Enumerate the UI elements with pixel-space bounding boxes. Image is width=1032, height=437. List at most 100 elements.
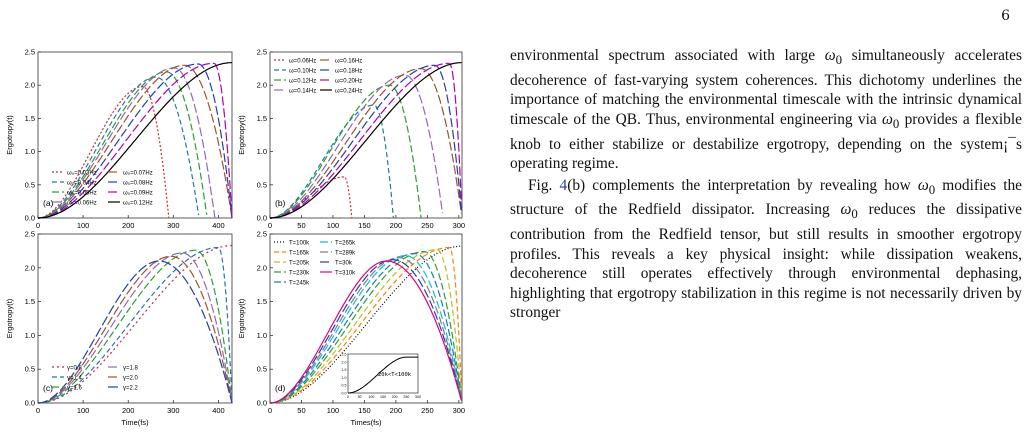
y-tick-label: 2.0 (257, 81, 267, 90)
legend-entry: ω₀=0.03Hz (67, 171, 97, 177)
x-axis-label: Times(fs) (351, 418, 382, 427)
y-tick-label: 2.5 (257, 230, 267, 239)
x-tick-label: 300 (453, 221, 466, 230)
inset-y-tick-label: 0.0 (342, 392, 347, 396)
legend-entry: T=230k (289, 271, 310, 277)
legend-entry: ω₀=0.07Hz (123, 171, 153, 177)
paragraph-1: environmental spectrum associated with l… (510, 46, 1022, 174)
legend-entry: γ=1.8 (123, 366, 139, 372)
legend-entry: ω₀=0.04Hz (67, 181, 97, 187)
series-line-2 (270, 249, 462, 404)
y-tick-label: 1.0 (257, 331, 267, 340)
inset-y-tick-label: 2.0 (342, 360, 347, 364)
legend-entry: T=165k (289, 251, 310, 257)
series-line-3 (270, 74, 444, 219)
legend-entry: ω=0.24Hz (335, 89, 362, 95)
y-tick-label: 0.5 (25, 365, 35, 374)
series-line-5 (38, 63, 233, 219)
x-tick-label: 200 (390, 221, 403, 230)
x-tick-label: 150 (358, 221, 371, 230)
legend-entry: ω=0.10Hz (289, 69, 316, 75)
legend-entry: T=30k (335, 261, 353, 267)
p1-sub-1: 0 (835, 53, 842, 68)
x-tick-label: 400 (212, 406, 225, 415)
series-line-1 (270, 104, 394, 219)
inset-x-tick-label: 50 (358, 395, 362, 399)
legend-entry: γ=2.0 (123, 376, 139, 382)
series-line-4 (38, 64, 233, 219)
panel-label: (d) (275, 383, 286, 393)
inset-y-tick-label: 0.5 (342, 384, 347, 388)
legend-entry: ω₀=0.05Hz (67, 191, 97, 197)
inset-x-tick-label: 200 (392, 395, 398, 399)
x-tick-label: 400 (212, 221, 225, 230)
y-tick-label: 0.0 (257, 399, 267, 408)
y-tick-label: 0.5 (257, 365, 267, 374)
inset-label: 20k<T<100k (378, 372, 412, 378)
series-line-3 (38, 252, 233, 404)
y-tick-label: 2.0 (25, 263, 35, 272)
y-tick-label: 1.5 (25, 297, 35, 306)
p2-omega-1: ω (917, 176, 929, 194)
legend-entry: ω=0.20Hz (335, 79, 362, 85)
inset-x-tick-label: 250 (403, 395, 409, 399)
legend-entry: T=289k (335, 251, 356, 257)
y-tick-label: 0.5 (25, 180, 35, 189)
series-line-4 (38, 255, 233, 404)
p1-text-a: environmental spectrum associated with l… (510, 47, 825, 64)
legend-entry: ω=0.12Hz (289, 79, 316, 85)
p2-text-d: reduces the dissipative contribution fro… (510, 201, 1022, 322)
series-line-2 (270, 84, 422, 219)
plot-frame (269, 51, 463, 219)
x-tick-label: 0 (268, 221, 272, 230)
p1-text-c: provides a flexible knob to either stabi… (510, 110, 1022, 173)
panel-label: (b) (275, 198, 286, 208)
y-tick-label: 2.5 (25, 48, 35, 57)
legend-entry: ω₀=0.08Hz (123, 181, 153, 187)
y-axis-label: Ergotropy(t) (5, 298, 14, 338)
inset-x-tick-label: 300 (415, 395, 421, 399)
x-tick-label: 300 (167, 406, 180, 415)
series-line-1 (270, 246, 462, 404)
inset-y-tick-label: 1.0 (342, 376, 347, 380)
x-tick-label: 0 (268, 406, 272, 415)
body-text: environmental spectrum associated with l… (510, 46, 1022, 323)
x-tick-label: 250 (421, 221, 434, 230)
x-tick-label: 100 (77, 406, 90, 415)
series-line-3 (270, 251, 462, 404)
legend-entry: T=100k (289, 241, 310, 247)
legend-entry: ω=0.16Hz (335, 59, 362, 65)
x-tick-label: 250 (421, 406, 434, 415)
y-tick-label: 0.5 (257, 180, 267, 189)
paragraph-2: Fig. 4(b) complements the interpretation… (510, 176, 1022, 323)
p2-omega-2: ω (840, 201, 852, 219)
series-line-6 (270, 257, 462, 404)
chart-b: 0501001502002503000.00.51.01.52.02.5Time… (237, 48, 466, 242)
panel-b: 0501001502002503000.00.51.01.52.02.5Time… (232, 48, 470, 250)
legend-entry: ω₀=0.06Hz (67, 201, 97, 207)
x-tick-label: 200 (122, 221, 135, 230)
y-tick-label: 0.0 (25, 399, 35, 408)
inset-curve (348, 356, 418, 394)
chart-c: 0 100 200 300 400 0.0 0.5 1.0 1.5 2.0 2.5 Time(fs) E… (5, 230, 233, 427)
series-line-7 (270, 259, 462, 404)
legend-entry: T=265k (335, 241, 356, 247)
y-tick-label: 1.5 (25, 114, 35, 123)
panel-d: 0 50 100 150 200 250 300 0.0 0.5 1.0 1.5 2.0 2.5 Time… (232, 230, 470, 435)
x-tick-label: 0 (36, 221, 40, 230)
series-line-5 (38, 260, 233, 404)
legend-entry: T=310k (335, 271, 356, 277)
y-tick-label: 1.0 (25, 331, 35, 340)
series-line-0 (38, 244, 232, 404)
y-tick-label: 0.0 (257, 214, 267, 223)
series-line-5 (270, 254, 462, 404)
inset-x-tick-label: 0 (347, 395, 349, 399)
p2-sub-1: 0 (928, 182, 936, 197)
y-tick-label: 0.0 (25, 214, 35, 223)
x-tick-label: 100 (327, 406, 340, 415)
y-tick-label: 2.0 (257, 263, 267, 272)
p1-sub-2: 0 (892, 116, 900, 131)
y-tick-label: 1.0 (257, 147, 267, 156)
figure-reference-link[interactable]: 4 (559, 176, 568, 194)
series-line-1 (38, 76, 200, 219)
